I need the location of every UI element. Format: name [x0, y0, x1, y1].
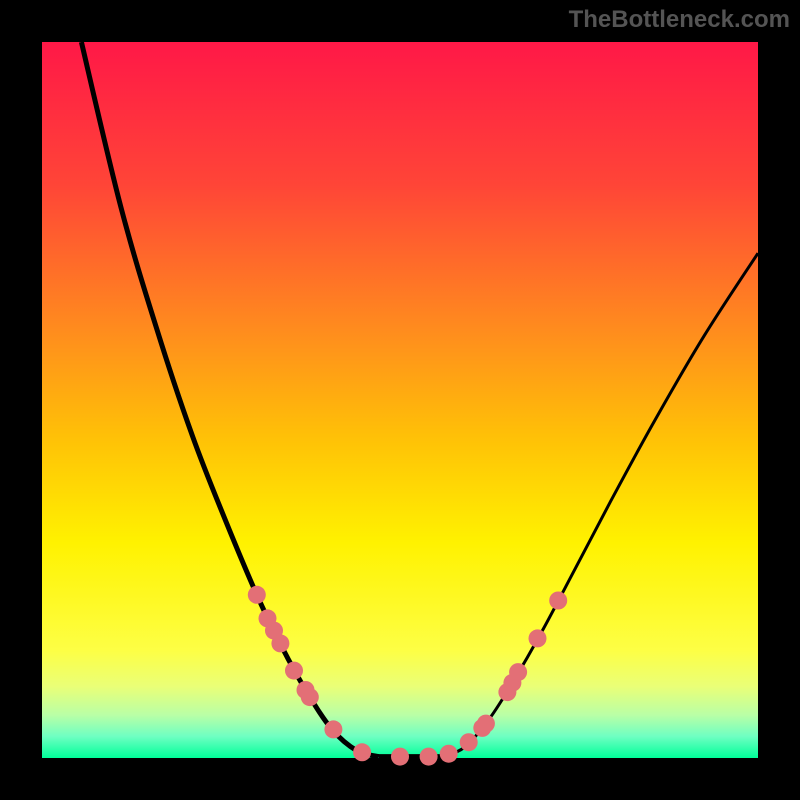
curve-overlay [42, 42, 758, 758]
data-point-marker [549, 592, 567, 610]
data-point-marker [301, 688, 319, 706]
data-point-marker [477, 715, 495, 733]
curve-left [81, 42, 378, 757]
data-point-marker [509, 663, 527, 681]
watermark-text: TheBottleneck.com [569, 6, 790, 34]
data-point-marker [529, 629, 547, 647]
data-point-marker [440, 745, 458, 763]
curve-right [443, 253, 758, 756]
data-point-marker [460, 733, 478, 751]
data-point-marker [391, 748, 409, 766]
chart-frame: TheBottleneck.com [0, 0, 800, 800]
data-point-marker [248, 586, 266, 604]
data-point-marker [324, 720, 342, 738]
data-point-marker [420, 748, 438, 766]
data-point-marker [353, 743, 371, 761]
data-point-marker [271, 634, 289, 652]
curve-markers [248, 586, 567, 766]
data-point-marker [285, 662, 303, 680]
